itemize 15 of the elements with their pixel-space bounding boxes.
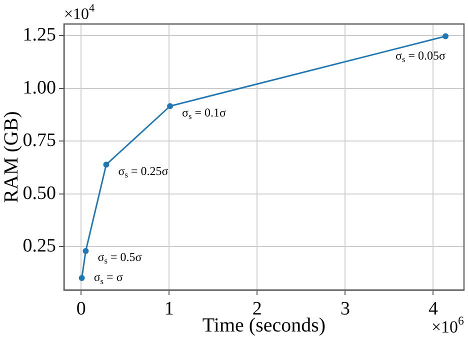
x-tick-label: 1 <box>164 298 174 320</box>
y-axis-title: RAM (GB) <box>0 111 22 203</box>
x-tick-label: 3 <box>340 298 350 320</box>
y-tick-label: 0.50 <box>22 182 56 204</box>
y-tick-label: 0.25 <box>22 236 56 257</box>
point <box>78 274 85 281</box>
point <box>167 103 174 110</box>
y-tick-label: 1.00 <box>22 77 56 98</box>
point <box>442 33 449 40</box>
y-tick-label: 0.75 <box>22 130 56 152</box>
point <box>82 248 89 254</box>
point <box>103 162 110 168</box>
y-tick-label: 1.25 <box>22 24 56 46</box>
x-tick-label: 0 <box>76 298 86 320</box>
x-tick-label: 4 <box>428 298 438 320</box>
